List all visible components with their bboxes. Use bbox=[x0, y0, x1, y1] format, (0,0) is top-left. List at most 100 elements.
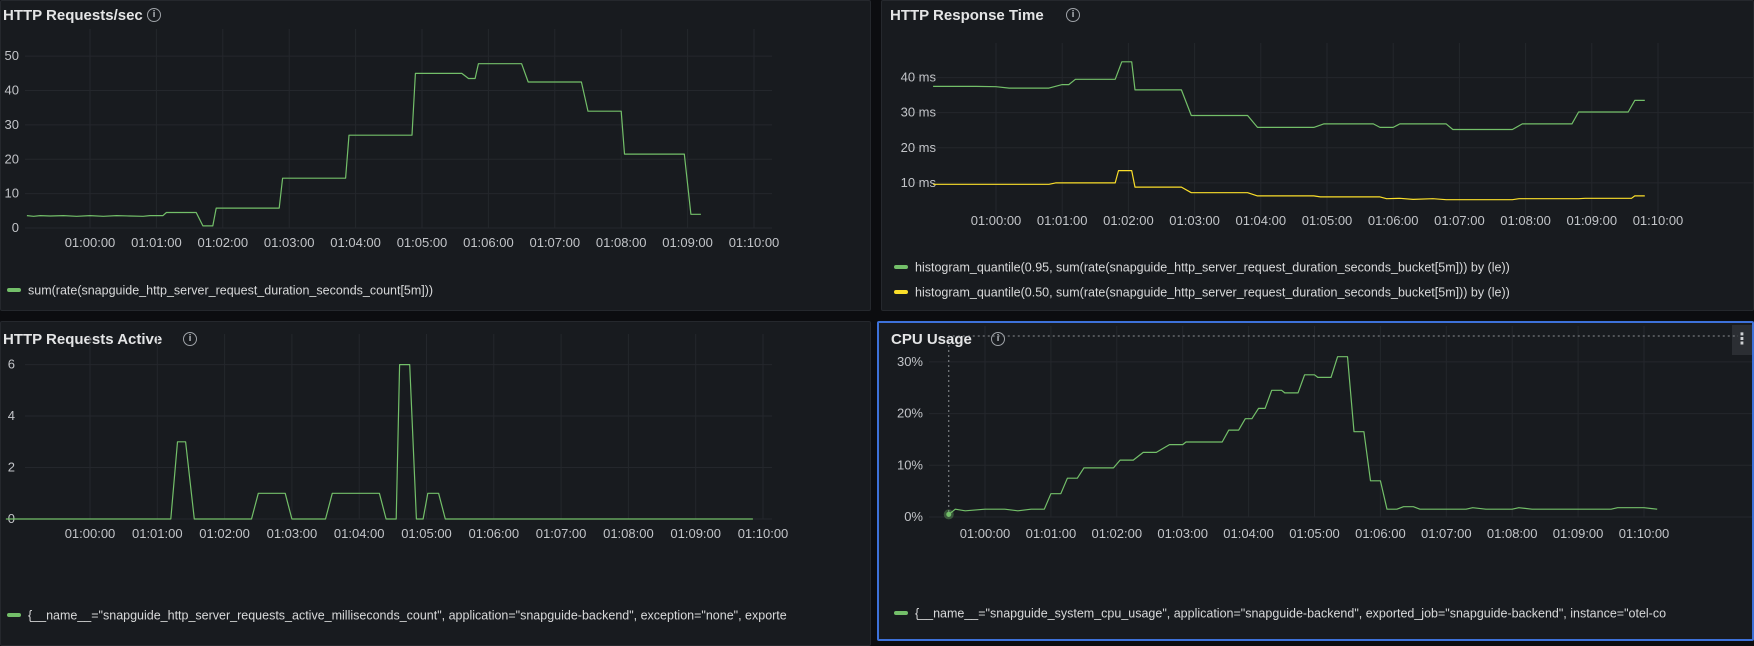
x-tick-label: 01:09:00 bbox=[1566, 213, 1617, 228]
y-tick-label: 6 bbox=[8, 357, 15, 372]
panel-cpu-usage[interactable]: CPU Usage i ⋮ 0% 10% 20% 30% 01:00:00 01:01:0… bbox=[877, 321, 1754, 641]
x-tick-label: 01:06:00 bbox=[463, 235, 514, 250]
legend-item[interactable]: sum(rate(snapguide_http_server_request_d… bbox=[7, 283, 433, 298]
x-tick-label: 01:09:00 bbox=[670, 526, 721, 541]
x-tick-label: 01:08:00 bbox=[603, 526, 654, 541]
y-tick-label: 4 bbox=[8, 408, 15, 423]
y-tick-label: 0 bbox=[12, 220, 19, 235]
series-line[interactable] bbox=[5, 364, 753, 520]
series-line[interactable] bbox=[26, 63, 701, 227]
info-circle-icon[interactable]: i bbox=[1066, 8, 1080, 22]
legend-swatch-green bbox=[7, 612, 21, 617]
x-tick-label: 01:00:00 bbox=[65, 526, 116, 541]
x-tick-label: 01:01:00 bbox=[1026, 526, 1077, 541]
x-tick-label: 01:00:00 bbox=[960, 526, 1011, 541]
chart-cpu-usage[interactable]: 0% 10% 20% 30% 01:00:00 01:01:00 01:02:00 01:03… bbox=[879, 323, 1752, 639]
legend-label: histogram_quantile(0.50, sum(rate(snapgu… bbox=[915, 285, 1510, 300]
chart-http-response-time[interactable]: 10 ms 20 ms 30 ms 40 ms 01:00:00 01:01:00 01:0… bbox=[882, 1, 1754, 311]
x-tick-label: 01:01:00 bbox=[1037, 213, 1088, 228]
panel-title[interactable]: HTTP Response Time bbox=[890, 7, 1044, 24]
y-tick-label: 20 ms bbox=[901, 140, 937, 155]
x-tick-label: 01:07:00 bbox=[536, 526, 587, 541]
x-tick-label: 01:10:00 bbox=[1633, 213, 1684, 228]
x-tick-label: 01:03:00 bbox=[267, 526, 318, 541]
y-tick-label: 0% bbox=[904, 509, 923, 524]
x-tick-label: 01:02:00 bbox=[199, 526, 250, 541]
panel-title[interactable]: HTTP Requests Active bbox=[3, 331, 163, 348]
y-tick-label: 10 ms bbox=[901, 175, 937, 190]
x-tick-label: 01:08:00 bbox=[1500, 213, 1551, 228]
legend-item[interactable]: histogram_quantile(0.95, sum(rate(snapgu… bbox=[894, 260, 1510, 275]
x-tick-label: 01:03:00 bbox=[1157, 526, 1208, 541]
y-tick-label: 40 ms bbox=[901, 70, 937, 85]
x-tick-label: 01:06:00 bbox=[1368, 213, 1419, 228]
x-tick-label: 01:08:00 bbox=[596, 235, 647, 250]
y-tick-label: 50 bbox=[5, 48, 19, 63]
x-tick-label: 01:09:00 bbox=[1553, 526, 1604, 541]
legend-swatch-green bbox=[894, 264, 908, 269]
x-tick-label: 01:06:00 bbox=[468, 526, 519, 541]
info-circle-icon[interactable]: i bbox=[147, 8, 161, 22]
chart-http-requests-per-sec[interactable]: 0 10 20 30 40 50 01:00:00 01:01:00 01:02:00 01:03… bbox=[1, 1, 871, 311]
x-tick-label: 01:05:00 bbox=[397, 235, 448, 250]
x-tick-label: 01:04:00 bbox=[1223, 526, 1274, 541]
y-tick-label: 30 ms bbox=[901, 105, 937, 120]
y-tick-label: 10% bbox=[897, 457, 923, 472]
panel-title[interactable]: HTTP Requests/sec bbox=[3, 7, 143, 24]
x-tick-label: 01:06:00 bbox=[1355, 526, 1406, 541]
x-tick-label: 01:04:00 bbox=[330, 235, 381, 250]
panel-http-requests-per-sec[interactable]: HTTP Requests/sec i 0 10 20 30 40 50 01:00:00 0… bbox=[0, 0, 871, 311]
legend-label: {__name__="snapguide_system_cpu_usage", … bbox=[915, 606, 1667, 621]
x-tick-label: 01:00:00 bbox=[971, 213, 1022, 228]
series-line[interactable] bbox=[933, 170, 1645, 201]
y-tick-label: 20% bbox=[897, 406, 923, 421]
x-tick-label: 01:08:00 bbox=[1487, 526, 1538, 541]
y-tick-label: 2 bbox=[8, 460, 15, 475]
x-tick-label: 01:03:00 bbox=[1169, 213, 1220, 228]
x-tick-label: 01:02:00 bbox=[1103, 213, 1154, 228]
x-tick-label: 01:04:00 bbox=[334, 526, 385, 541]
x-tick-label: 01:01:00 bbox=[132, 526, 183, 541]
y-tick-label: 20 bbox=[5, 151, 19, 166]
vertical-ellipsis-icon[interactable]: ⋮ bbox=[1732, 325, 1752, 355]
panel-title[interactable]: CPU Usage bbox=[891, 331, 972, 348]
y-tick-label: 30% bbox=[897, 354, 923, 369]
y-tick-label: 40 bbox=[5, 83, 19, 98]
x-tick-label: 01:07:00 bbox=[1421, 526, 1472, 541]
x-tick-label: 01:02:00 bbox=[197, 235, 248, 250]
legend-swatch-yellow bbox=[894, 289, 908, 294]
x-tick-label: 01:03:00 bbox=[264, 235, 315, 250]
legend-item[interactable]: {__name__="snapguide_system_cpu_usage", … bbox=[894, 606, 1666, 621]
x-tick-label: 01:05:00 bbox=[1302, 213, 1353, 228]
legend-swatch-green bbox=[894, 610, 908, 615]
info-circle-icon[interactable]: i bbox=[991, 332, 1005, 346]
legend-swatch-green bbox=[7, 287, 21, 292]
series-line[interactable] bbox=[933, 61, 1645, 131]
legend-item[interactable]: {__name__="snapguide_http_server_request… bbox=[7, 608, 787, 623]
y-tick-label: 30 bbox=[5, 117, 19, 132]
info-circle-icon[interactable]: i bbox=[183, 332, 197, 346]
x-tick-label: 01:01:00 bbox=[131, 235, 182, 250]
legend-label: sum(rate(snapguide_http_server_request_d… bbox=[28, 283, 434, 298]
hover-crosshair bbox=[948, 335, 1738, 517]
x-tick-label: 01:00:00 bbox=[65, 235, 116, 250]
x-tick-label: 01:05:00 bbox=[1289, 526, 1340, 541]
y-tick-label: 10 bbox=[5, 186, 19, 201]
x-tick-label: 01:07:00 bbox=[529, 235, 580, 250]
x-tick-label: 01:04:00 bbox=[1235, 213, 1286, 228]
legend-label: histogram_quantile(0.95, sum(rate(snapgu… bbox=[915, 260, 1510, 275]
panel-http-response-time[interactable]: HTTP Response Time i 10 ms 20 ms 30 ms 40 m… bbox=[881, 0, 1754, 311]
x-tick-label: 01:10:00 bbox=[729, 235, 780, 250]
series-line[interactable] bbox=[948, 356, 1658, 515]
x-tick-label: 01:05:00 bbox=[401, 526, 452, 541]
x-tick-label: 01:07:00 bbox=[1434, 213, 1485, 228]
x-tick-label: 01:09:00 bbox=[662, 235, 713, 250]
x-tick-label: 01:10:00 bbox=[738, 526, 789, 541]
legend-label: {__name__="snapguide_http_server_request… bbox=[28, 608, 787, 623]
legend-item[interactable]: histogram_quantile(0.50, sum(rate(snapgu… bbox=[894, 285, 1510, 300]
hover-point[interactable] bbox=[946, 511, 952, 517]
x-tick-label: 01:10:00 bbox=[1619, 526, 1670, 541]
x-tick-label: 01:02:00 bbox=[1091, 526, 1142, 541]
panel-http-requests-active[interactable]: HTTP Requests Active i 0 2 4 6 01:00:00 01:01… bbox=[0, 321, 871, 646]
